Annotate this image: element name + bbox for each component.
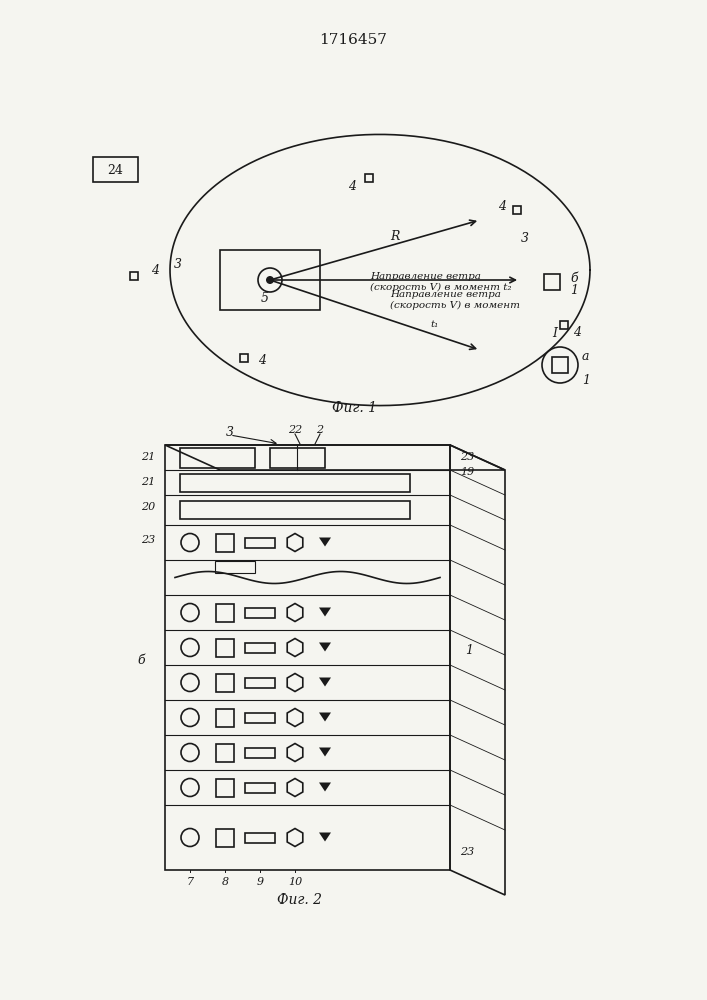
Bar xyxy=(216,828,234,846)
Bar xyxy=(544,274,560,290)
Text: R: R xyxy=(390,231,399,243)
Circle shape xyxy=(266,276,274,284)
Bar xyxy=(216,603,234,621)
Text: 1: 1 xyxy=(465,644,473,656)
Polygon shape xyxy=(319,712,331,722)
Text: 1: 1 xyxy=(582,373,590,386)
Text: Фиг. 2: Фиг. 2 xyxy=(278,893,322,907)
Bar xyxy=(216,674,234,692)
Text: 20: 20 xyxy=(141,502,155,512)
Polygon shape xyxy=(319,607,331,616)
Text: 10: 10 xyxy=(288,877,302,887)
Text: t₁: t₁ xyxy=(430,320,438,329)
Bar xyxy=(216,778,234,796)
Text: а: а xyxy=(582,351,590,363)
Text: 4: 4 xyxy=(498,200,506,213)
Bar xyxy=(130,272,138,280)
Polygon shape xyxy=(319,748,331,756)
Bar xyxy=(245,782,275,792)
Bar xyxy=(560,321,568,329)
Text: 7: 7 xyxy=(187,877,194,887)
Bar xyxy=(513,206,521,214)
Bar xyxy=(216,744,234,762)
Bar xyxy=(365,174,373,182)
Text: Фиг. 1: Фиг. 1 xyxy=(332,401,378,415)
Bar xyxy=(180,501,410,519)
Text: 22: 22 xyxy=(288,425,302,435)
Polygon shape xyxy=(319,643,331,652)
Text: 3: 3 xyxy=(521,232,529,244)
Bar xyxy=(552,357,568,373)
Text: б: б xyxy=(137,654,145,666)
Text: 23: 23 xyxy=(460,452,474,462)
Text: 4: 4 xyxy=(573,326,581,338)
Text: I: I xyxy=(552,327,558,340)
Text: 8: 8 xyxy=(221,877,228,887)
Text: 2: 2 xyxy=(317,425,324,435)
Text: 19: 19 xyxy=(460,467,474,477)
Bar xyxy=(216,534,234,552)
Bar xyxy=(216,708,234,726)
Text: 4: 4 xyxy=(258,354,266,366)
Text: 1: 1 xyxy=(570,284,578,296)
Bar xyxy=(245,643,275,652)
Bar xyxy=(270,448,325,468)
Text: Направление ветра
(скорость V) в момент: Направление ветра (скорость V) в момент xyxy=(390,290,520,310)
Bar xyxy=(245,678,275,688)
Text: 3: 3 xyxy=(174,258,182,271)
Bar xyxy=(245,832,275,842)
Bar xyxy=(215,560,255,572)
Bar xyxy=(245,607,275,617)
Bar xyxy=(245,748,275,758)
Polygon shape xyxy=(319,782,331,792)
Polygon shape xyxy=(319,678,331,686)
Text: 24: 24 xyxy=(107,163,123,176)
Bar xyxy=(180,448,255,468)
Text: 23: 23 xyxy=(141,535,155,545)
Text: б: б xyxy=(570,271,578,284)
Bar xyxy=(245,712,275,722)
Bar xyxy=(220,250,320,310)
Bar xyxy=(216,639,234,656)
Text: 21: 21 xyxy=(141,477,155,487)
Polygon shape xyxy=(319,832,331,842)
Bar xyxy=(180,474,410,491)
Text: 1716457: 1716457 xyxy=(319,33,387,47)
Text: 5: 5 xyxy=(261,292,269,305)
Text: 4: 4 xyxy=(151,263,159,276)
Bar xyxy=(245,538,275,548)
Text: 23: 23 xyxy=(460,847,474,857)
Bar xyxy=(93,157,138,182)
Text: 4: 4 xyxy=(348,180,356,194)
Text: 3: 3 xyxy=(226,426,234,438)
Polygon shape xyxy=(319,538,331,546)
Bar xyxy=(240,354,248,362)
Text: 21: 21 xyxy=(141,452,155,462)
Text: 9: 9 xyxy=(257,877,264,887)
Text: Направление ветра
(скорость V) в момент t₂: Направление ветра (скорость V) в момент … xyxy=(370,272,511,292)
